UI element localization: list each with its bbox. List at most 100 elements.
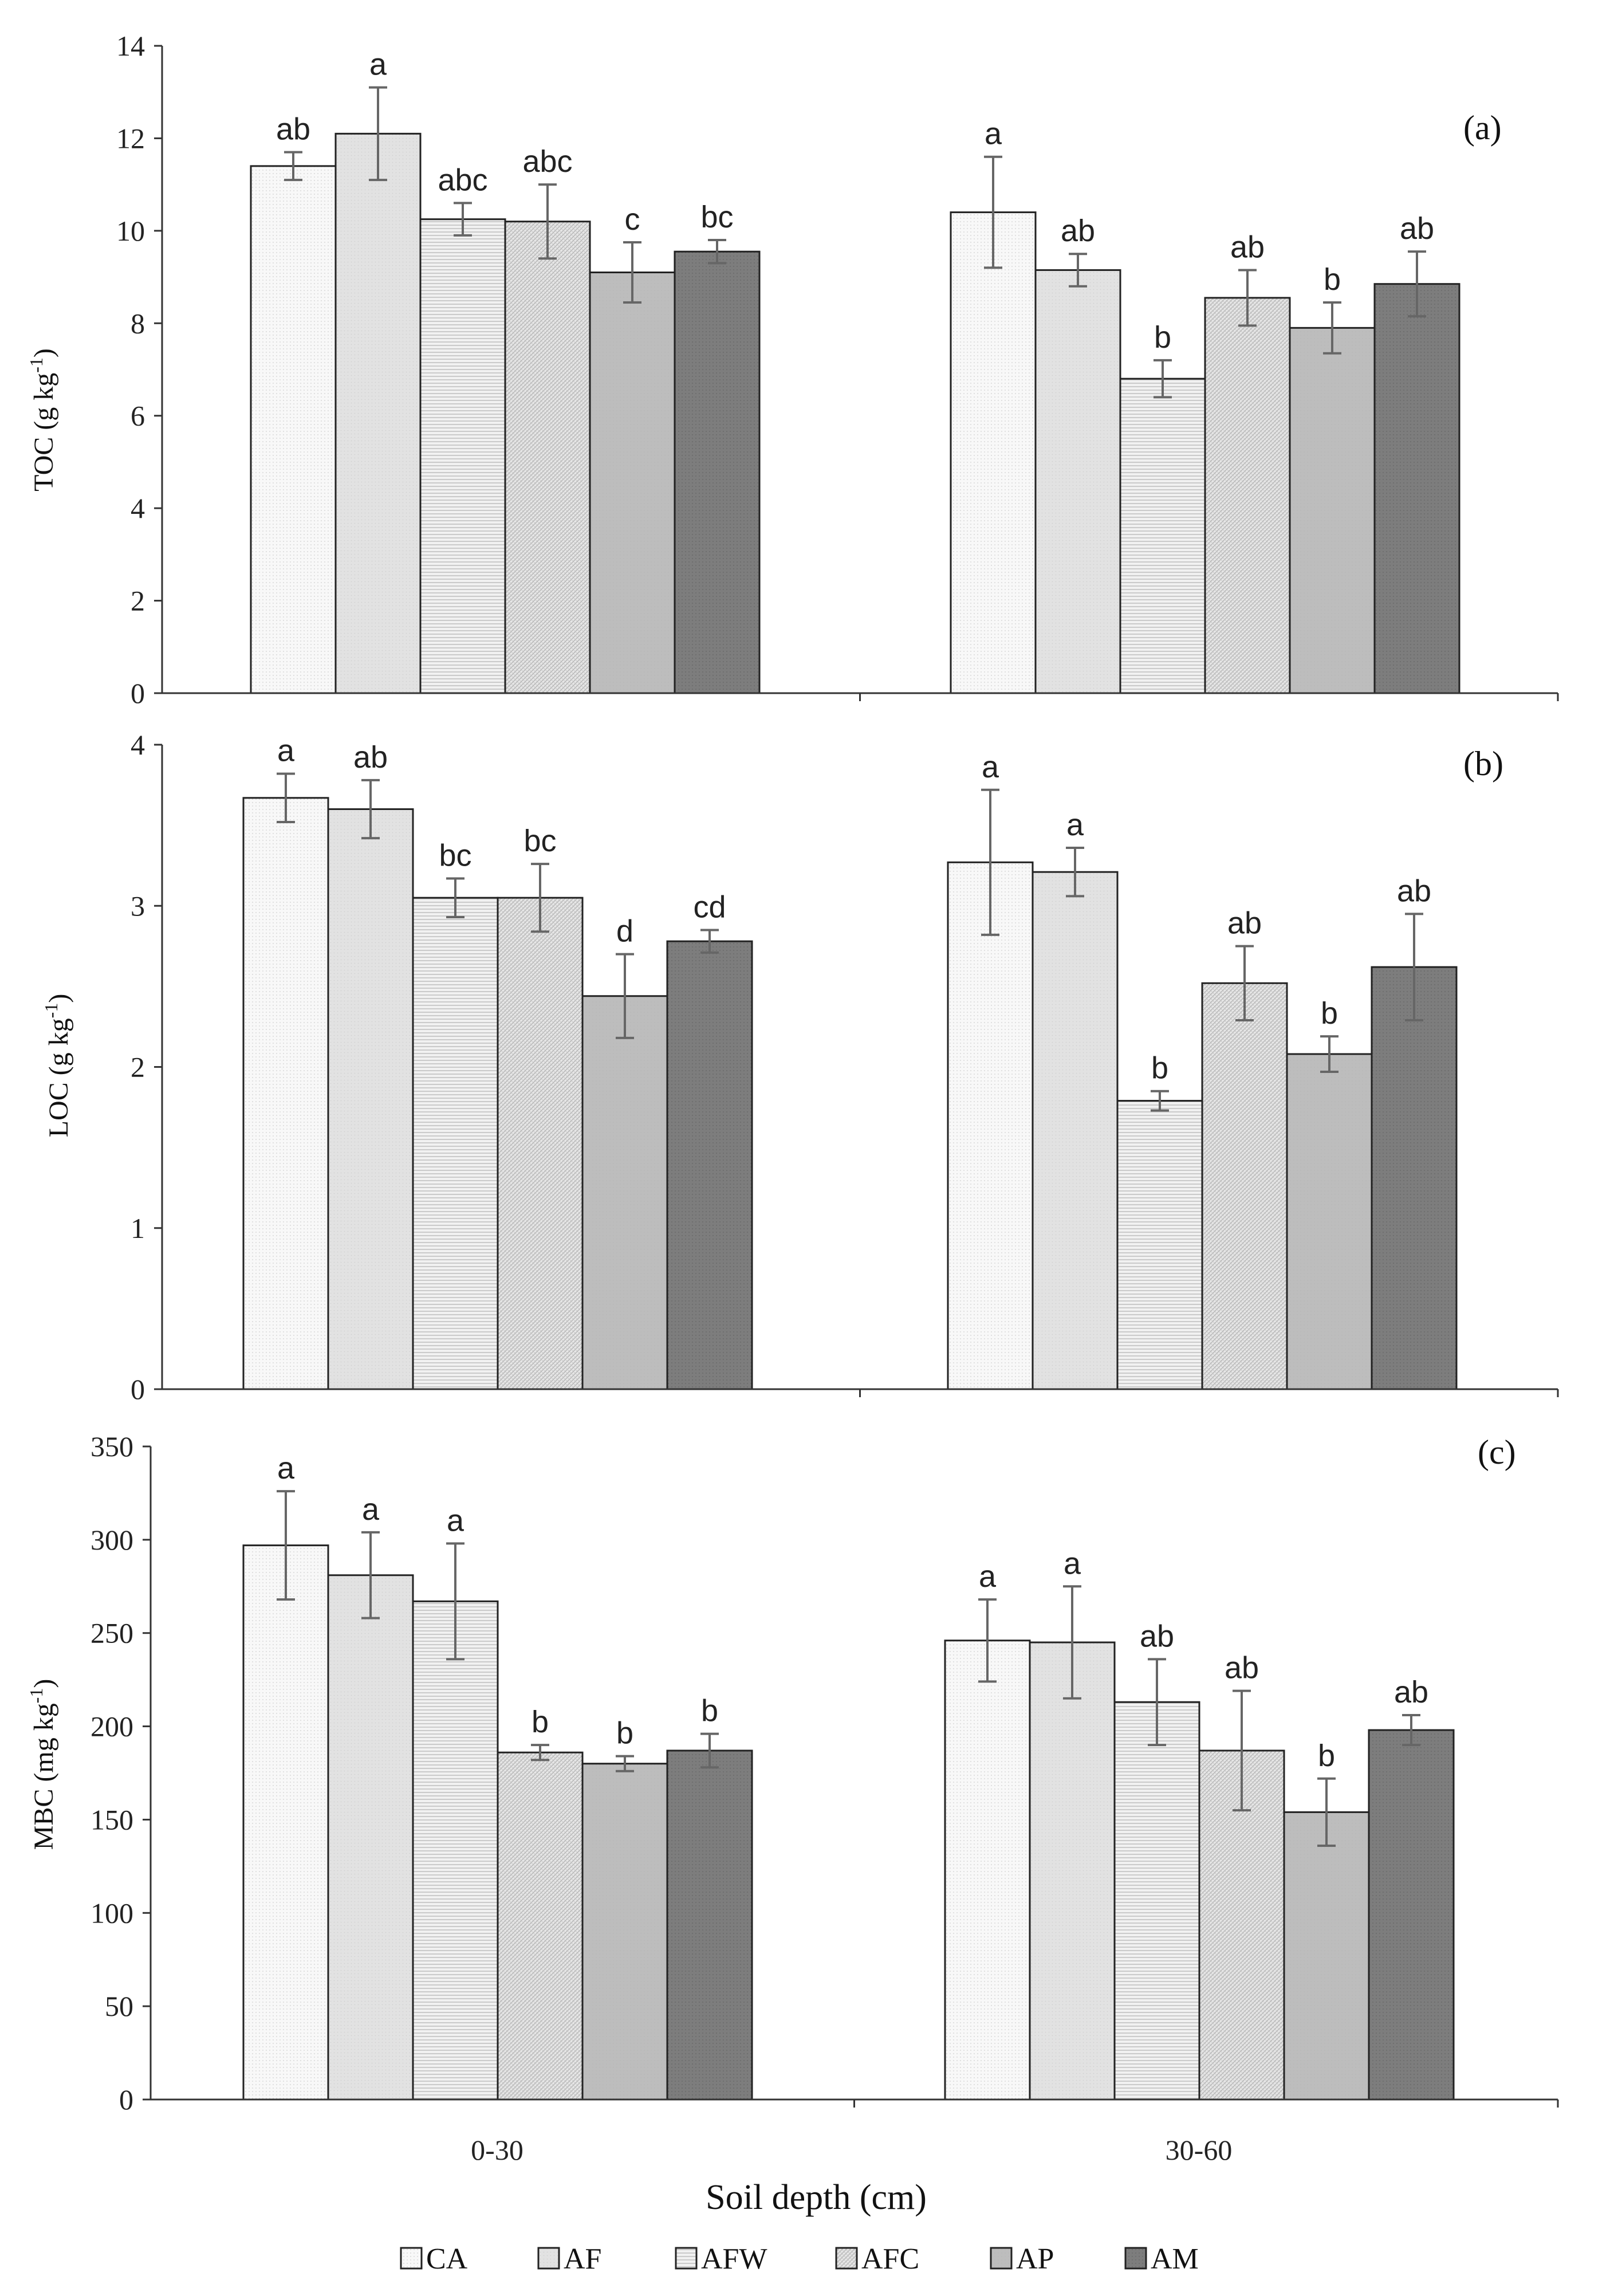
panel-a-letter-afw-0-30: abc <box>438 163 487 197</box>
panel-b-y-tick-label: 0 <box>131 1373 145 1405</box>
panel-b-letter-afc-0-30: bc <box>523 824 556 858</box>
panel-a-bar-af-30-60 <box>1034 269 1121 694</box>
panel-c-letter-ca-0-30: a <box>277 1451 295 1485</box>
legend-label-af: AF <box>564 2243 601 2275</box>
panel-b-letter-af-0-30: ab <box>353 740 388 774</box>
panel-a-y-tick-label: 0 <box>131 677 145 709</box>
panel-a-letter-afc-0-30: abc <box>522 144 572 179</box>
legend-label-afc: AFC <box>861 2243 919 2275</box>
panel-c-letter-am-0-30: b <box>701 1694 718 1728</box>
panel-b-significance-letters: a a ab a bc b bc ab d b cd ab <box>277 734 1431 1086</box>
panel-c-y-tick-label: 100 <box>90 1897 133 1929</box>
panel-b-letter-afw-0-30: bc <box>439 838 471 872</box>
svg-text:TOC (g kg-1): TOC (g kg-1) <box>26 348 59 492</box>
legend-swatch-afw <box>675 2247 698 2270</box>
panel-c-letter-ap-0-30: b <box>616 1716 633 1751</box>
panel-b-bar-am-0-30 <box>666 940 753 1390</box>
panel-a-y-title: TOC (g kg-1) <box>26 348 59 492</box>
panel-b-y-ticks: 0 1 2 3 4 <box>131 729 162 1405</box>
panel-a-y-ticks: 0 2 4 6 8 10 12 14 <box>116 30 162 709</box>
panel-a-y-tick-label: 12 <box>116 122 145 154</box>
panel-b-letter-ap-0-30: d <box>616 914 633 949</box>
panel-b-letter-ca-30-60: a <box>982 750 999 784</box>
panel-b-bars <box>242 797 1458 1390</box>
panel-c-letter-af-30-60: a <box>1064 1546 1081 1581</box>
legend-label-ap: AP <box>1016 2243 1054 2275</box>
panel-b-letter-afc-30-60: ab <box>1227 906 1262 941</box>
panel-c-bars <box>242 1544 1455 2101</box>
svg-text:MBC (mg kg-1): MBC (mg kg-1) <box>26 1679 59 1850</box>
svg-text:LOC (g kg-1): LOC (g kg-1) <box>41 994 74 1138</box>
panel-c-bar-af-0-30 <box>327 1574 414 2101</box>
panel-b-bar-af-30-60 <box>1032 871 1119 1390</box>
panel-c-y-tick-label: 0 <box>119 2083 133 2116</box>
legend-label-ca: CA <box>426 2243 468 2275</box>
panel-a-bar-afw-0-30 <box>419 218 506 694</box>
panel-a-letter-afc-30-60: ab <box>1230 230 1265 264</box>
panel-c-bar-afw-0-30 <box>412 1600 499 2101</box>
panel-a-bar-ca-30-60 <box>950 211 1037 694</box>
panel-a-letter-af-0-30: a <box>369 48 387 82</box>
panel-c-bar-af-30-60 <box>1029 1641 1116 2101</box>
panel-b-letter-afw-30-60: b <box>1151 1051 1168 1086</box>
legend-swatch-af <box>537 2247 560 2270</box>
panel-c-letter-af-0-30: a <box>362 1492 380 1527</box>
legend-swatch-afc <box>835 2247 858 2270</box>
panel-a-bar-ap-0-30 <box>589 272 676 694</box>
panel-a-y-tick-label: 4 <box>131 492 145 524</box>
panel-a-letter-am-30-60: ab <box>1400 211 1434 246</box>
panel-c-error-bars <box>277 1490 1420 1847</box>
panel-c-letter-ca-30-60: a <box>979 1559 997 1594</box>
panel-c-bar-afc-0-30 <box>497 1751 584 2101</box>
panel-a-y-tick-label: 14 <box>116 30 145 62</box>
x-category-0-30: 0-30 <box>471 2134 523 2166</box>
panel-b: LOC (g kg-1) 0 1 2 3 4 a a ab a bc b bc ab d b cd ab (b… <box>41 729 1559 1405</box>
panel-a-bars <box>250 132 1460 694</box>
panel-c-label: (c) <box>1478 1433 1516 1471</box>
panel-b-y-tick-label: 3 <box>131 890 145 922</box>
panel-a-error-bars <box>284 86 1426 399</box>
panel-a-label: (a) <box>1463 109 1502 147</box>
panel-c-letter-afc-0-30: b <box>532 1705 549 1739</box>
panel-b-y-tick-label: 1 <box>131 1212 145 1244</box>
panel-c-y-tick-label: 200 <box>90 1711 133 1743</box>
panel-c-y-tick-label: 150 <box>90 1803 133 1835</box>
panel-b-y-tick-label: 4 <box>131 729 145 761</box>
panel-c-letter-afw-0-30: a <box>447 1503 464 1538</box>
panel-b-bar-ca-30-60 <box>947 861 1034 1390</box>
panel-c-bar-ap-0-30 <box>581 1763 668 2101</box>
panel-a-bar-am-0-30 <box>674 250 761 694</box>
panel-a-y-tick-label: 8 <box>131 307 145 339</box>
panel-b-letter-af-30-60: a <box>1066 808 1084 842</box>
panel-a-bar-ca-0-30 <box>250 165 337 694</box>
panel-a-bar-ap-30-60 <box>1289 327 1376 694</box>
panel-c-bar-ap-30-60 <box>1283 1811 1370 2101</box>
panel-c-y-tick-label: 350 <box>90 1430 133 1462</box>
x-category-30-60: 30-60 <box>1166 2134 1233 2166</box>
legend-swatch-ap <box>990 2247 1013 2270</box>
panel-a-letter-af-30-60: ab <box>1061 214 1095 248</box>
panel-c-letter-am-30-60: ab <box>1394 1675 1428 1709</box>
panel-b-letter-ap-30-60: b <box>1321 996 1338 1031</box>
panel-b-error-bars <box>277 772 1423 1112</box>
panel-c-letter-ap-30-60: b <box>1318 1739 1335 1773</box>
legend-swatch-am <box>1124 2247 1147 2270</box>
x-axis-title: Soil depth (cm) <box>706 2178 927 2217</box>
panel-a-letter-ca-30-60: a <box>985 117 1002 151</box>
panel-b-bar-ap-30-60 <box>1286 1053 1373 1390</box>
legend-swatch-ca <box>400 2247 423 2270</box>
panel-c-bar-ca-30-60 <box>944 1640 1031 2101</box>
panel-a-y-tick-label: 2 <box>131 585 145 617</box>
panel-a-bar-am-30-60 <box>1373 283 1460 694</box>
panel-b-bar-afw-30-60 <box>1116 1100 1203 1390</box>
panel-a-y-tick-label: 6 <box>131 400 145 432</box>
panel-b-letter-ca-0-30: a <box>277 734 295 768</box>
panel-a-letter-am-0-30: bc <box>700 200 733 234</box>
panel-b-bar-ca-0-30 <box>242 797 329 1390</box>
panel-b-bar-am-30-60 <box>1371 966 1458 1390</box>
panel-c-letter-afw-30-60: ab <box>1140 1619 1174 1653</box>
